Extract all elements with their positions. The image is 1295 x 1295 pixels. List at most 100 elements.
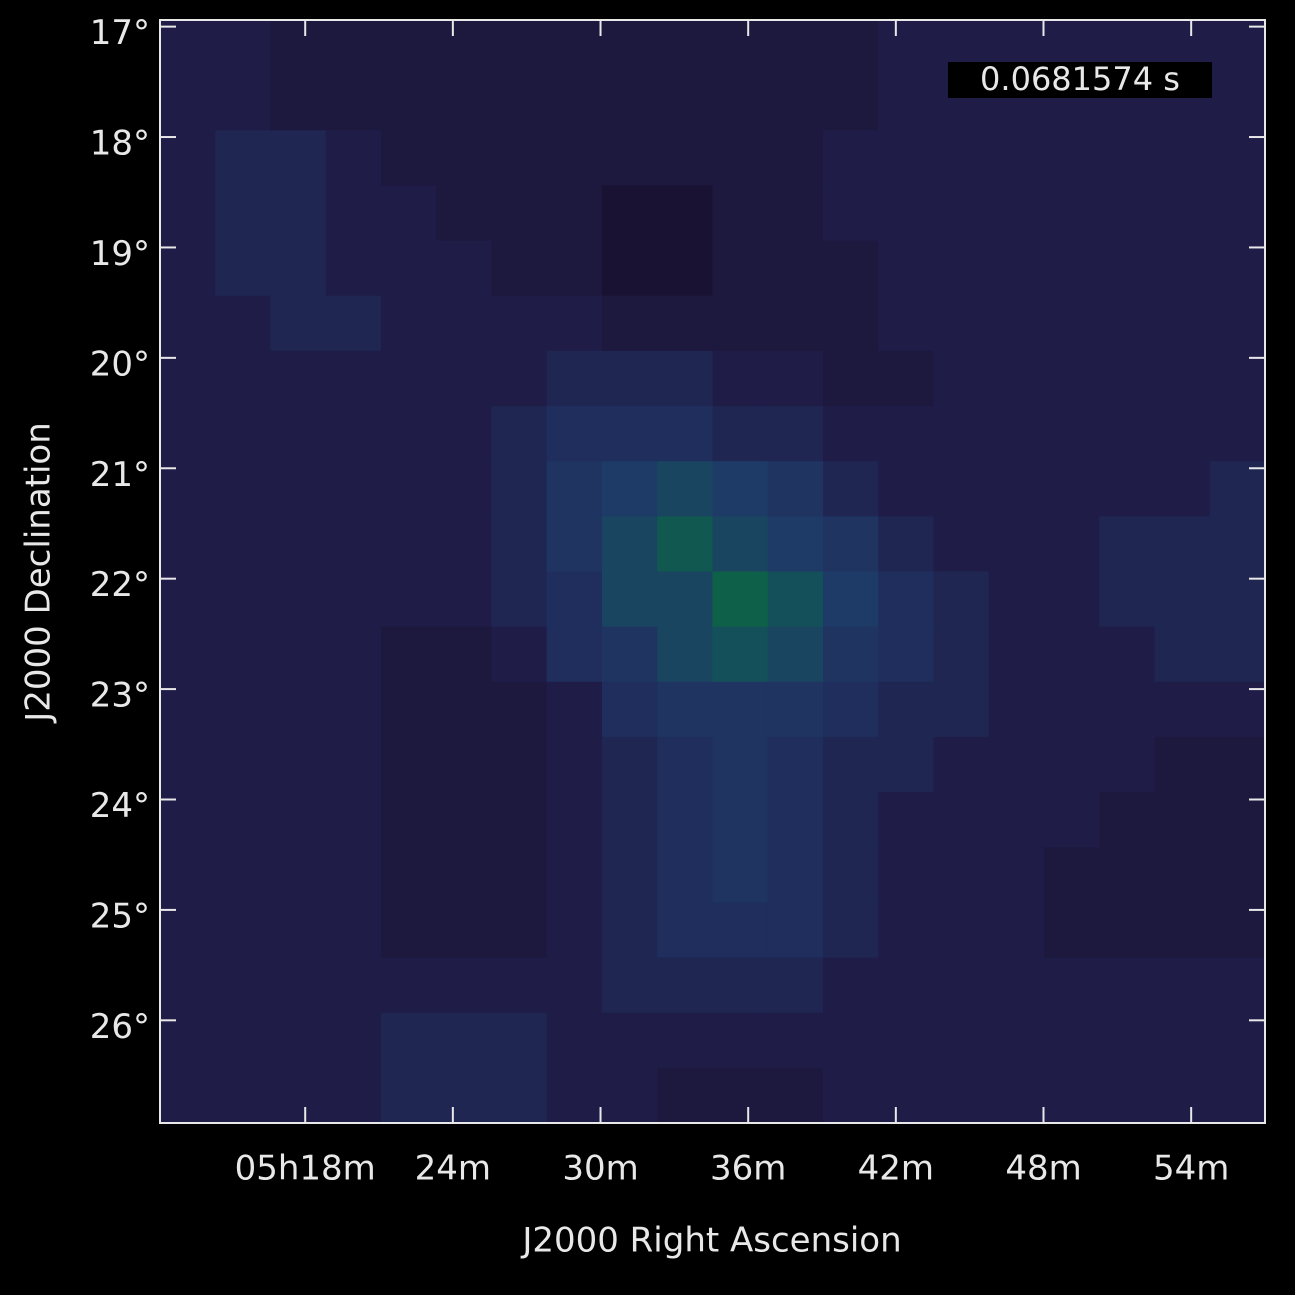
pixel <box>712 240 769 297</box>
pixel <box>823 130 879 186</box>
pixel <box>1209 957 1266 1014</box>
pixel <box>1154 957 1211 1014</box>
pixel <box>933 406 990 462</box>
pixel <box>160 902 216 959</box>
pixel <box>602 75 658 131</box>
pixel <box>712 406 769 462</box>
pixel <box>933 957 990 1014</box>
pixel <box>215 295 271 352</box>
pixel <box>878 350 934 407</box>
pixel <box>602 20 658 76</box>
pixel <box>823 516 879 572</box>
pixel <box>767 1012 824 1069</box>
pixel <box>1099 185 1155 242</box>
pixel <box>1209 130 1266 186</box>
y-tick-label: 26° <box>90 1007 150 1047</box>
pixel <box>215 350 271 407</box>
pixel <box>988 1012 1045 1069</box>
pixel <box>1209 185 1266 242</box>
pixel <box>270 681 327 738</box>
pixel <box>325 185 382 242</box>
pixel <box>325 20 382 76</box>
pixel <box>657 516 713 572</box>
pixel <box>878 902 934 959</box>
pixel <box>988 461 1045 517</box>
y-tick-label: 19° <box>90 234 150 274</box>
pixel <box>933 185 990 242</box>
x-tick-label: 30m <box>562 1149 638 1189</box>
pixel <box>436 1012 492 1069</box>
pixel <box>160 461 216 517</box>
pixel <box>1209 295 1266 352</box>
pixel <box>491 1012 548 1069</box>
pixel <box>712 792 769 848</box>
pixel <box>546 516 603 572</box>
pixel <box>823 736 879 793</box>
pixel <box>878 516 934 572</box>
pixel <box>602 681 658 738</box>
pixel <box>325 681 382 738</box>
pixel <box>1154 736 1211 793</box>
pixel <box>215 792 271 848</box>
pixel <box>270 240 327 297</box>
pixel <box>602 1012 658 1069</box>
pixel <box>1044 240 1100 297</box>
pixel <box>270 1012 327 1069</box>
pixel <box>160 1067 216 1124</box>
pixel <box>381 20 437 76</box>
pixel <box>823 792 879 848</box>
pixel <box>988 185 1045 242</box>
pixel <box>602 295 658 352</box>
pixel <box>546 792 603 848</box>
pixel <box>1099 902 1155 959</box>
pixel <box>1099 792 1155 848</box>
pixel <box>988 516 1045 572</box>
pixel <box>602 185 658 242</box>
pixel <box>988 295 1045 352</box>
pixel <box>381 571 437 628</box>
pixel <box>491 75 548 131</box>
pixel <box>325 75 382 131</box>
pixel <box>1209 350 1266 407</box>
pixel <box>1044 1012 1100 1069</box>
pixel <box>823 847 879 903</box>
pixel <box>878 1067 934 1124</box>
pixel <box>712 1067 769 1124</box>
pixel <box>767 736 824 793</box>
pixel <box>657 185 713 242</box>
pixel <box>823 461 879 517</box>
pixel <box>823 240 879 297</box>
pixel <box>1154 130 1211 186</box>
y-axis-title: J2000 Declination <box>19 422 59 724</box>
pixel <box>767 350 824 407</box>
pixel <box>491 736 548 793</box>
pixel <box>381 626 437 683</box>
pixel <box>546 185 603 242</box>
pixel <box>878 295 934 352</box>
x-axis-title: J2000 Right Ascension <box>520 1221 901 1261</box>
pixel <box>602 1067 658 1124</box>
pixel <box>1209 847 1266 903</box>
annotation: 0.0681574 s <box>980 60 1180 98</box>
pixel <box>933 516 990 572</box>
pixel <box>436 626 492 683</box>
pixel <box>436 957 492 1014</box>
pixel <box>1154 792 1211 848</box>
pixel <box>381 1012 437 1069</box>
pixel <box>381 957 437 1014</box>
pixel <box>160 185 216 242</box>
pixel <box>1209 1067 1266 1124</box>
pixel <box>491 130 548 186</box>
pixel <box>878 185 934 242</box>
pixel <box>878 130 934 186</box>
pixel <box>878 736 934 793</box>
pixel <box>325 516 382 572</box>
pixel <box>325 736 382 793</box>
pixel <box>546 1067 603 1124</box>
pixel <box>1099 406 1155 462</box>
pixel <box>491 295 548 352</box>
pixel <box>657 240 713 297</box>
pixel <box>1099 681 1155 738</box>
pixel <box>160 957 216 1014</box>
pixel <box>270 626 327 683</box>
